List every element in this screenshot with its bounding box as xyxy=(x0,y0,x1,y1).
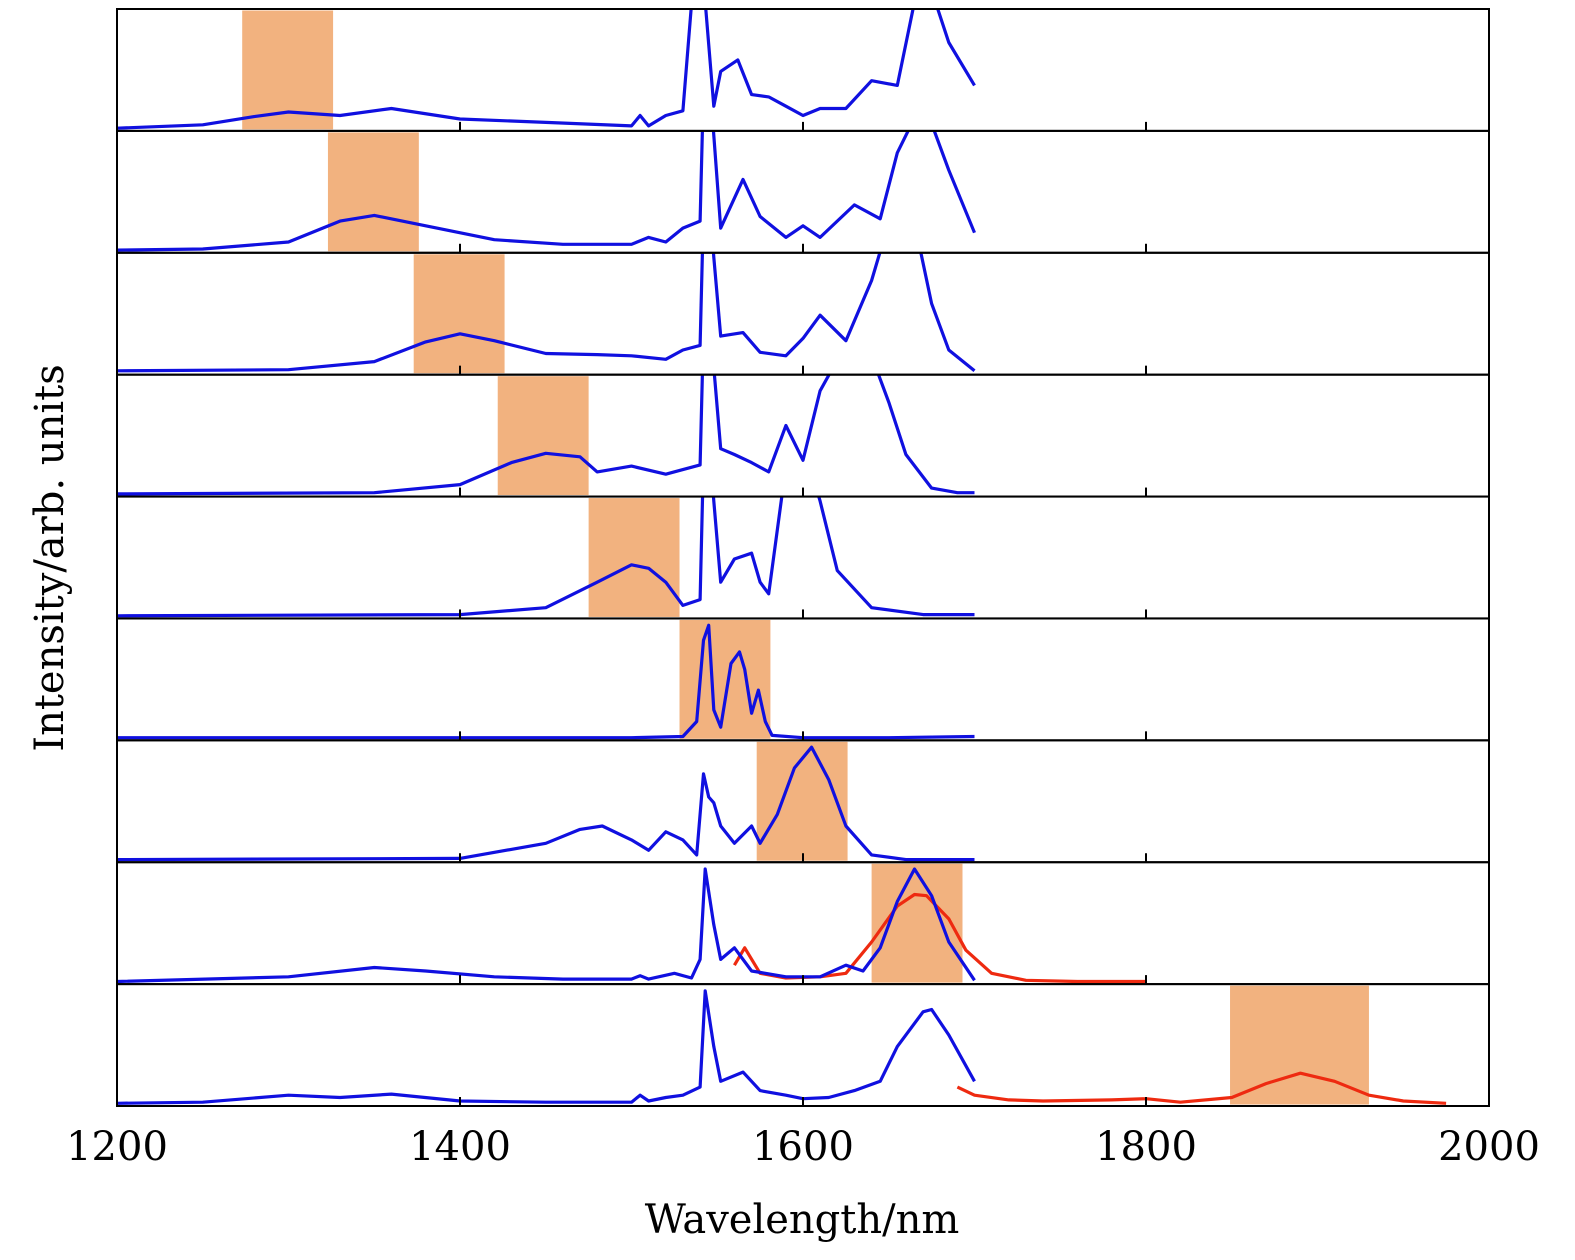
y-axis-title: Intensity/arb. units xyxy=(27,364,73,751)
x-axis-title: Wavelength/nm xyxy=(645,1197,960,1243)
filter-band-7 xyxy=(756,741,848,861)
filter-band-3 xyxy=(413,254,505,374)
spectrum-line-panel-9-1 xyxy=(956,1071,1447,1105)
spectrum-line-panel-3-1 xyxy=(117,252,976,373)
panel-frame-8 xyxy=(116,861,1490,986)
x-tick-label: 1200 xyxy=(66,1124,168,1170)
filter-band-6 xyxy=(679,619,771,739)
spectrum-line-panel-5-1 xyxy=(117,496,975,618)
spectrum-line-panel-1-1 xyxy=(117,9,976,130)
x-tick-label: 2000 xyxy=(1438,1124,1540,1170)
panel-frame-4 xyxy=(116,373,1490,498)
x-ticks xyxy=(459,121,1147,1106)
filter-band-4 xyxy=(497,376,589,496)
panel-frame-6 xyxy=(116,617,1490,742)
x-tick-labels: 1200 1400 1600 1800 2000 xyxy=(66,1124,1540,1170)
spectrum-line-panel-4-1 xyxy=(117,374,975,496)
filter-band-5 xyxy=(588,498,680,617)
spectrum-line-panel-7-1 xyxy=(117,745,975,862)
panel-frames xyxy=(116,8,1490,1107)
x-tick-label: 1600 xyxy=(752,1124,854,1170)
spectrum-line-panel-8-2 xyxy=(117,867,976,984)
spectrum-line-panel-9-2 xyxy=(117,989,976,1105)
filter-band-2 xyxy=(327,132,419,252)
panel-frame-3 xyxy=(116,251,1490,376)
spectrum-line-panel-2-1 xyxy=(117,130,976,252)
spectrum-line-panel-6-1 xyxy=(117,623,975,740)
x-tick-label: 1400 xyxy=(409,1124,511,1170)
filter-bands xyxy=(242,10,1369,1105)
x-tick-label: 1800 xyxy=(1095,1124,1197,1170)
panel-frame-5 xyxy=(116,495,1490,620)
panel-frame-2 xyxy=(116,129,1490,254)
spectra-series xyxy=(117,9,1447,1105)
filter-band-1 xyxy=(242,10,334,130)
